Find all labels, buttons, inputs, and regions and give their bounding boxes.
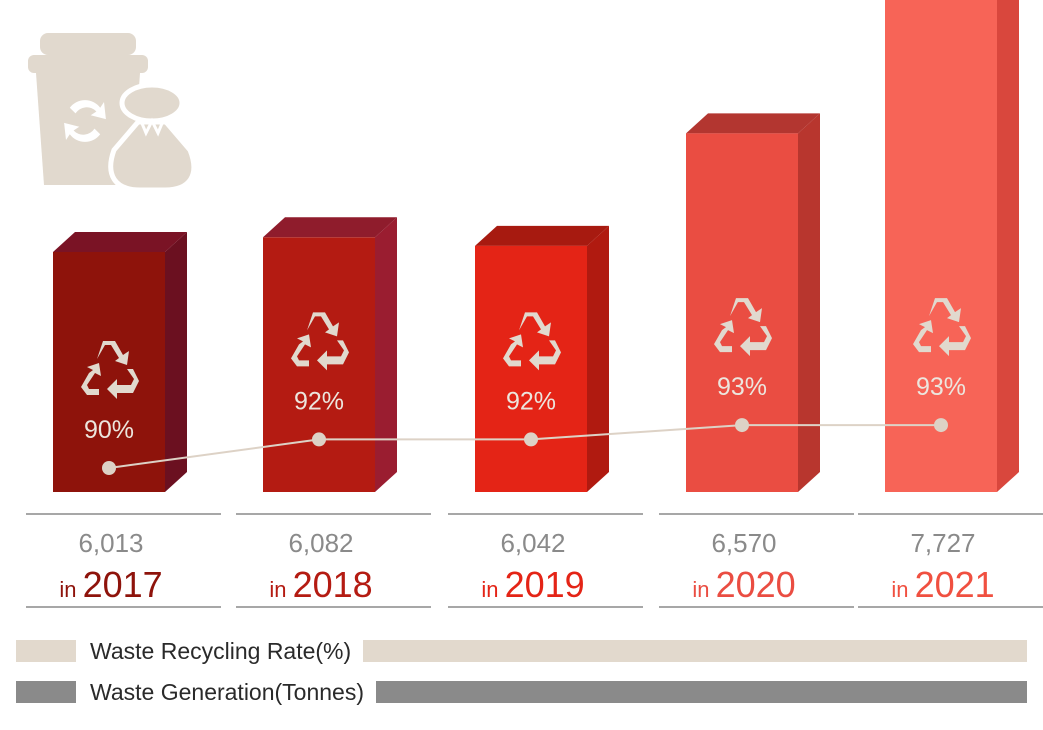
year-value: 2021 [915,564,995,605]
bar-2020: 93% [686,113,820,492]
recycling-rate-point [524,432,538,447]
waste-chart: 90% 92% 92% 93% 93% 6,013 in 2017 6,082 in 2018… [26,0,1043,608]
waste-generation-label: 6,042 [500,528,565,558]
year-value: 2018 [293,564,373,605]
legend-bar-recycling-rate [363,640,1027,662]
recycling-rate-point [312,432,326,447]
bar-front-face [53,252,165,492]
bar-front-face [263,237,375,492]
bar-side-face [587,225,609,492]
recycling-rate-label: 90% [84,416,134,444]
recycling-rate-point [934,418,948,433]
bar-top-face [475,225,609,246]
recycling-rate-label: 93% [916,373,966,401]
bar-side-face [375,217,397,493]
bar-front-face [686,133,798,492]
recycling-rate-point [735,418,749,433]
waste-generation-label: 7,727 [910,528,975,558]
bar-side-face [798,113,820,492]
recycling-rate-label: 93% [717,373,767,401]
bar-2019: 92% [475,225,609,492]
bar-front-face [885,0,997,492]
year-label: in 2020 [692,564,795,605]
legend-bar-waste-generation [376,681,1027,703]
waste-generation-label: 6,013 [78,528,143,558]
recycling-rate-label: 92% [294,387,344,415]
bar-top-face [263,217,397,238]
year-prefix: in [692,577,715,602]
bar-side-face [165,232,187,492]
year-label: in 2018 [269,564,372,605]
waste-generation-label: 6,082 [288,528,353,558]
year-label: in 2021 [891,564,994,605]
legend-label-waste-generation: Waste Generation(Tonnes) [90,679,365,705]
year-label: in 2017 [59,564,162,605]
year-prefix: in [269,577,292,602]
trash-bag-icon [108,82,197,193]
bar-side-face [997,0,1019,492]
year-value: 2017 [83,564,163,605]
bar-top-face [686,113,820,134]
waste-generation-label: 6,570 [711,528,776,558]
year-value: 2020 [716,564,796,605]
legend-label-recycling-rate: Waste Recycling Rate(%) [90,638,352,664]
legend-swatch-waste-generation [16,681,76,703]
year-label: in 2019 [481,564,584,605]
legend-swatch-recycling-rate [16,640,76,662]
year-prefix: in [481,577,504,602]
year-prefix: in [891,577,914,602]
year-prefix: in [59,577,82,602]
bar-2017: 90% [53,232,187,492]
legend-waste-generation: Waste Generation(Tonnes) [0,677,1043,707]
bar-front-face [475,245,587,492]
year-value: 2019 [505,564,585,605]
recycling-rate-label: 92% [506,387,556,415]
bar-2021: 93% [885,0,1019,492]
recycling-rate-point [102,461,116,475]
legend-recycling-rate: Waste Recycling Rate(%) [0,636,1043,666]
bar-top-face [53,232,187,252]
bar-2018: 92% [263,217,397,493]
